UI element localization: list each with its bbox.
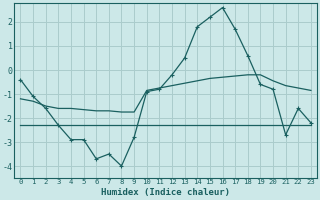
X-axis label: Humidex (Indice chaleur): Humidex (Indice chaleur) [101, 188, 230, 197]
